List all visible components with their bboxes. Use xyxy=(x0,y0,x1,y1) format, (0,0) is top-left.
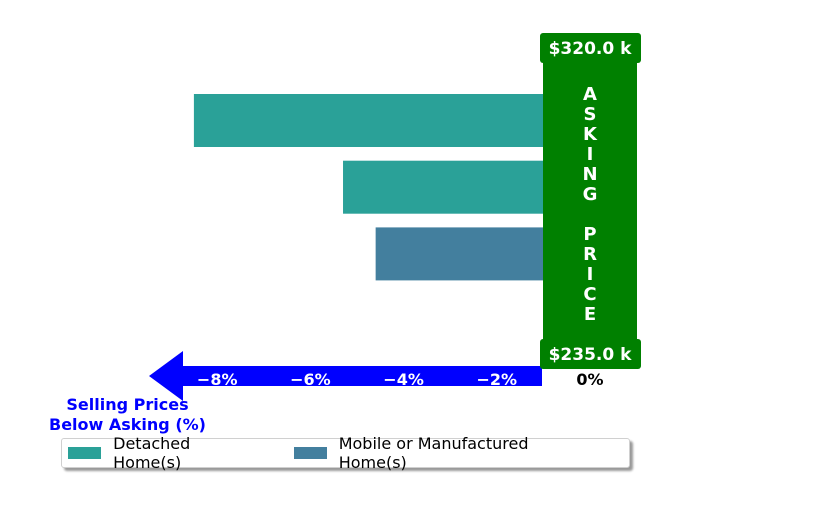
asking-price-bottom-label: $235.0 k xyxy=(549,345,633,365)
asking-price-top-box xyxy=(540,33,641,63)
legend-item-1: Detached Home(s) xyxy=(68,434,260,472)
x-tick-label-1: −8% xyxy=(197,370,238,389)
x-axis-title-line-2: Below Asking (%) xyxy=(49,415,206,434)
bar-1 xyxy=(193,94,590,147)
legend-label-2: Mobile or Manufactured Home(s) xyxy=(338,434,529,472)
x-tick-label-3: −4% xyxy=(383,370,424,389)
bars-layer xyxy=(193,94,597,348)
legend-swatch-1 xyxy=(68,447,102,459)
x-tick-label-5: 0% xyxy=(576,370,603,389)
legend: Detached Home(s) Mobile or Manufactured H… xyxy=(61,434,630,472)
below-asking-arrow xyxy=(149,351,542,401)
legend-label-1: Detached Home(s) xyxy=(113,434,191,472)
legend-item-2: Mobile or Manufactured Home(s) xyxy=(293,434,595,472)
asking-price-bottom-box xyxy=(540,339,641,369)
arrow-layer xyxy=(149,351,542,401)
asking-price-top-label: $320.0 k xyxy=(549,39,633,59)
x-tick-label-2: −6% xyxy=(290,370,331,389)
legend-swatch-2 xyxy=(293,447,327,459)
x-tick-label-4: −2% xyxy=(477,370,518,389)
x-axis-title-line-1: Selling Prices xyxy=(66,395,189,414)
ticks-layer: −8% −6% −4% −2% 0% xyxy=(197,370,604,389)
x-axis-title: Selling Prices Below Asking (%) xyxy=(30,395,225,435)
asking-price-band xyxy=(543,60,637,345)
